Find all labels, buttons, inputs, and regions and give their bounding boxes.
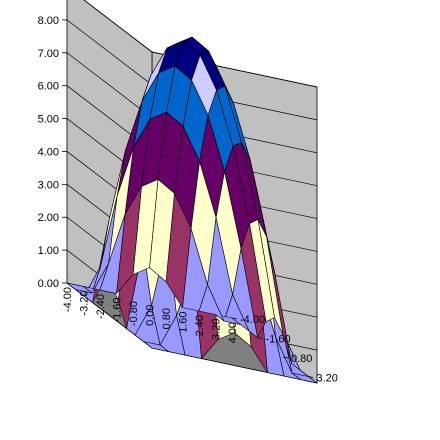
z-tick-label: 0.00 [38, 278, 59, 290]
z-tick-label: 2.00 [38, 212, 59, 224]
x-tick-label: -0.80 [128, 301, 140, 326]
x-tick-label: 3.20 [211, 319, 223, 340]
y-tick-mark [282, 356, 289, 359]
x-axis-tick-labels: -4.00 -3.20 -2.40 -1.60 -0.80 0.00 0.80 1.60 2.4… [62, 287, 239, 343]
x-tick-label: 0.00 [145, 305, 157, 326]
y-tick-mark [231, 317, 238, 320]
y-tick-label: -1.60 [266, 334, 291, 346]
x-tick-label: 1.60 [178, 312, 190, 333]
x-tick-label: 2.40 [194, 315, 206, 336]
x-tick-label: 4.00 [227, 322, 239, 343]
y-tick-label: 3.20 [317, 373, 338, 385]
z-tick-label: 6.00 [38, 81, 59, 93]
z-axis-tick-labels: 0.001.002.003.004.005.006.007.008.009.00 [38, 15, 67, 290]
z-tick-label: 3.00 [38, 179, 59, 191]
x-tick-label: -3.20 [79, 291, 91, 316]
surface-patch [66, 282, 93, 294]
y-tick-label: 0.80 [291, 353, 312, 365]
x-tick-label: -1.60 [112, 298, 124, 323]
x-tick-label: 0.80 [161, 308, 173, 329]
y-tick-mark [308, 376, 314, 378]
y-axis-tick-labels: -4.00-1.600.80 3.20 [231, 314, 338, 385]
x-tick-label: -2.40 [95, 294, 107, 319]
z-tick-label: 4.00 [38, 146, 59, 158]
z-tick-label: 1.00 [38, 245, 59, 257]
y-tick-label: -4.00 [240, 314, 265, 326]
z-gridline [83, 0, 318, 88]
y-tick-mark [257, 337, 263, 339]
z-tick-label: 5.00 [38, 114, 59, 126]
x-tick-label: -4.00 [62, 287, 74, 312]
z-tick-label: 7.00 [38, 48, 59, 60]
z-tick-label: 8.00 [38, 15, 59, 27]
